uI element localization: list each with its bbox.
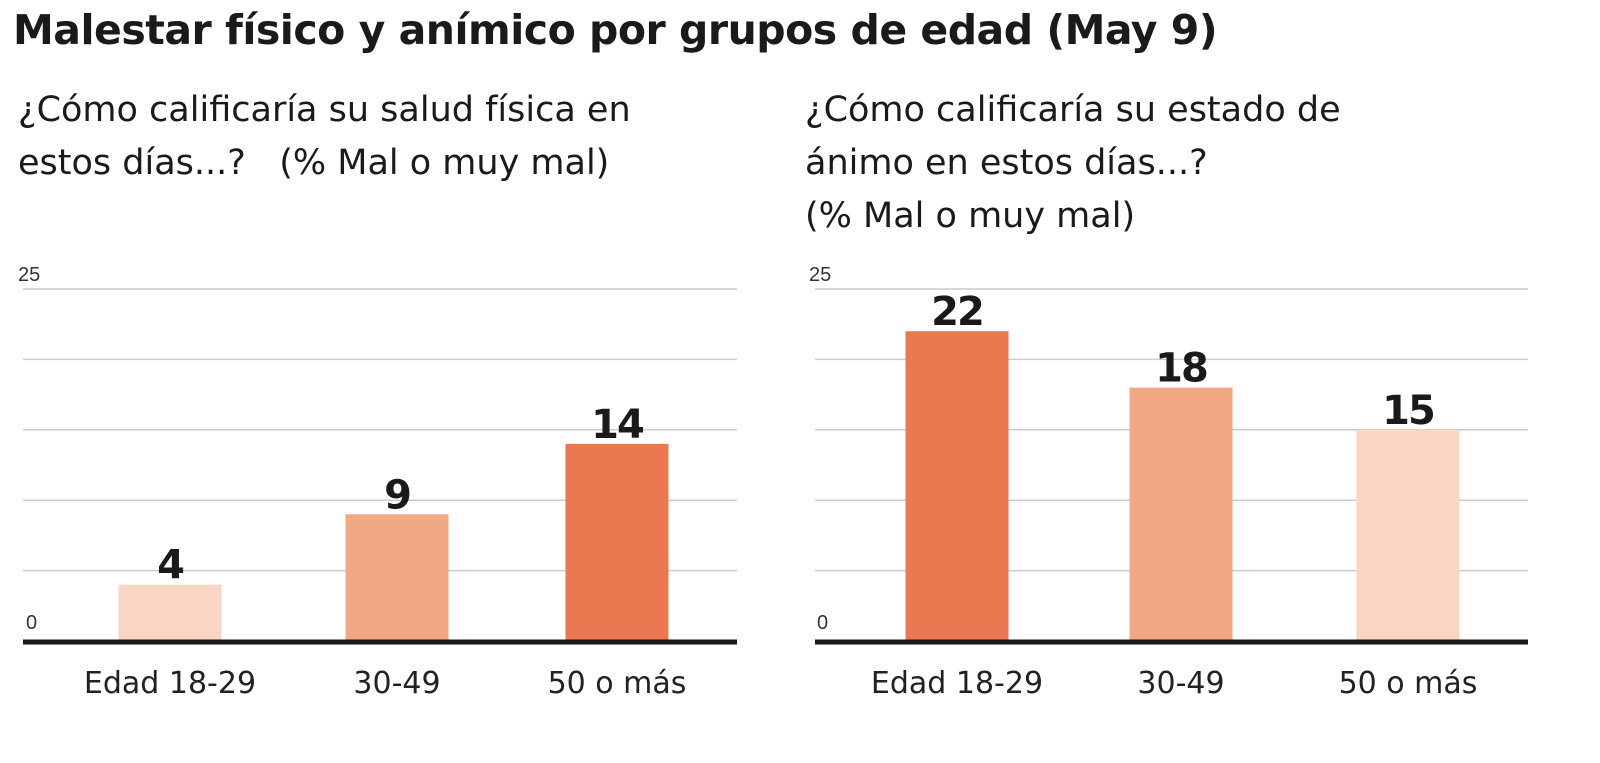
right-chart-title: ¿Cómo calificaría su estado de ánimo en … [805, 84, 1505, 243]
right-ytick-label: 0 [817, 612, 828, 634]
right-bar [905, 331, 1009, 641]
left-category-label: 30-49 [353, 666, 440, 701]
right-bar-value-label: 22 [931, 289, 983, 335]
left-chart-title: ¿Cómo calificaría su salud física en est… [18, 84, 778, 190]
right-title-line-2: ánimo en estos días...? [805, 143, 1208, 183]
right-title-line-3: (% Mal o muy mal) [805, 196, 1136, 236]
main-title: Malestar físico y anímico por grupos de … [13, 6, 1218, 54]
left-bar [345, 514, 449, 641]
right-category-label: 30-49 [1137, 666, 1224, 701]
right-category-label: 50 o más [1339, 666, 1478, 701]
left-ytick-label: 25 [18, 264, 40, 286]
right-bar-value-label: 15 [1382, 388, 1434, 434]
right-category-label: Edad 18-29 [871, 666, 1043, 701]
left-bar-value-label: 9 [384, 472, 410, 518]
left-title-line-2: estos días...? (% Mal o muy mal) [18, 143, 610, 183]
right-bar [1356, 429, 1460, 641]
left-title-line-1: ¿Cómo calificaría su salud física en [18, 90, 631, 130]
left-bar [118, 584, 222, 641]
left-bar-value-label: 4 [157, 543, 183, 589]
left-bar [565, 443, 669, 641]
right-ytick-label: 25 [809, 264, 831, 286]
right-title-line-1: ¿Cómo calificaría su estado de [805, 90, 1341, 130]
left-ytick-label: 0 [26, 612, 37, 634]
right-bar [1129, 387, 1233, 641]
left-category-label: Edad 18-29 [84, 666, 256, 701]
left-category-label: 50 o más [548, 666, 687, 701]
right-bar-value-label: 18 [1155, 346, 1207, 392]
left-bar-value-label: 14 [591, 402, 643, 448]
